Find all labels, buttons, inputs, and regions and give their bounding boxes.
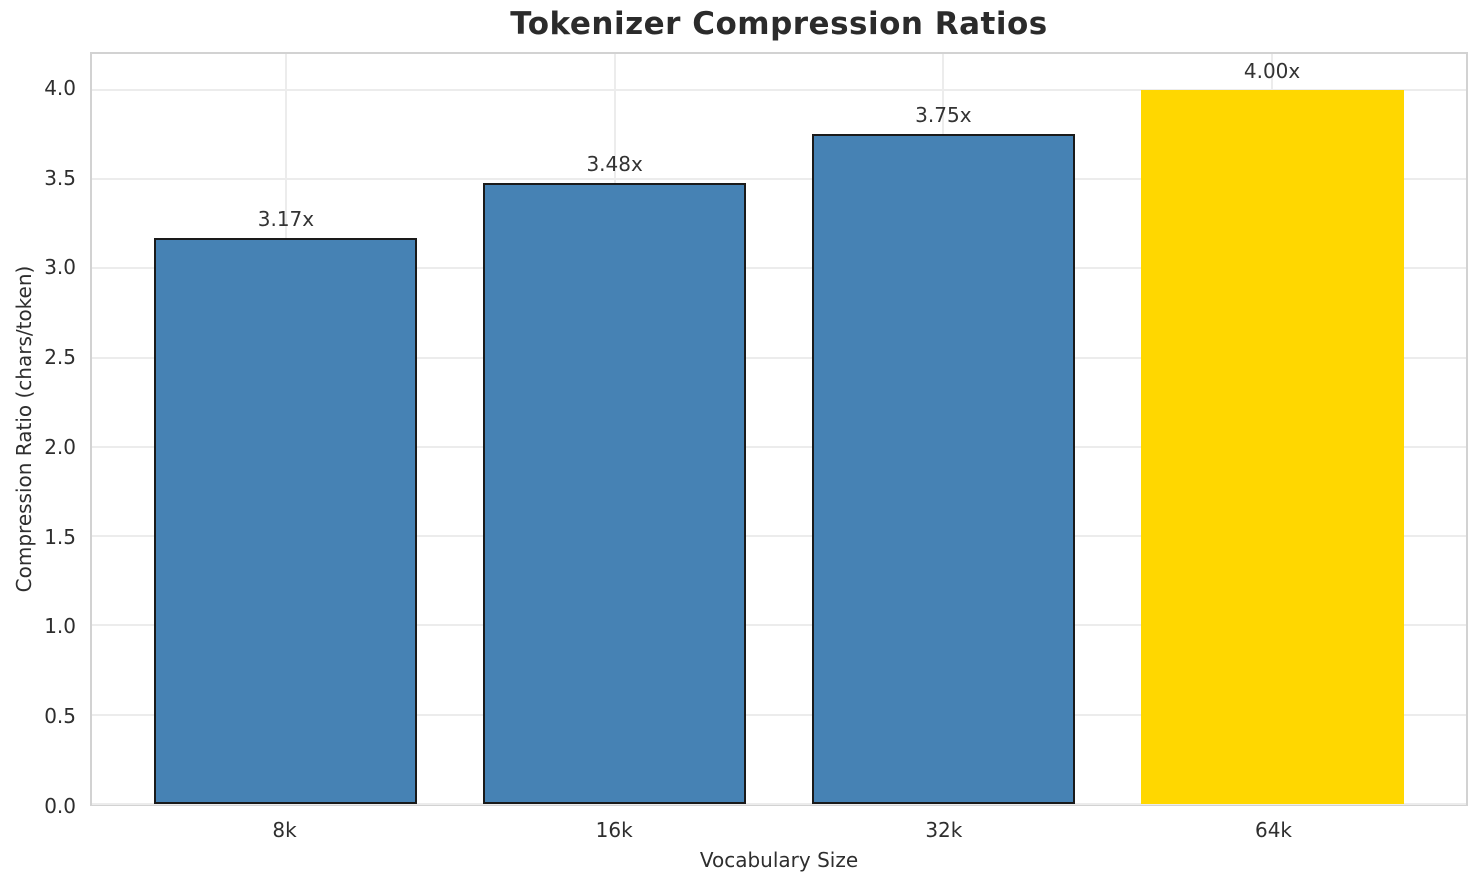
gridline-horizontal — [92, 445, 1466, 448]
y-tick-label: 0.0 — [44, 794, 76, 818]
y-tick-label: 3.5 — [44, 165, 76, 190]
gridline-horizontal — [92, 713, 1466, 716]
chart-title: Tokenizer Compression Ratios — [510, 6, 1048, 42]
bar-16k — [483, 182, 747, 804]
x-tick-label: 64k — [1254, 818, 1292, 842]
plot-area: 3.17x 3.48x 3.75x 4.00x — [90, 52, 1468, 806]
gridline-horizontal — [92, 356, 1466, 359]
gridline-horizontal — [92, 803, 1466, 805]
y-tick-label: 2.0 — [44, 434, 76, 459]
gridline-horizontal — [92, 88, 1466, 91]
gridline-horizontal — [92, 267, 1466, 270]
y-tick-label: 4.0 — [44, 75, 76, 100]
x-axis-label: Vocabulary Size — [699, 848, 859, 872]
y-tick-label: 2.5 — [44, 345, 76, 370]
gridline-horizontal — [92, 624, 1466, 627]
y-axis-ticks: 0.0 0.5 1.0 1.5 2.0 2.5 3.0 3.5 4.0 — [0, 52, 76, 818]
x-tick-label: 32k — [925, 818, 963, 842]
x-axis-ticks: 8k 16k 32k 64k — [90, 818, 1468, 846]
bar-value-label: 3.75x — [915, 103, 972, 128]
y-tick-label: 3.0 — [44, 255, 76, 280]
bar-value-label: 3.17x — [257, 206, 315, 231]
bar-value-label: 4.00x — [1243, 58, 1301, 83]
bar-8k — [154, 237, 418, 804]
y-tick-label: 1.0 — [44, 614, 76, 639]
x-tick-label: 8k — [272, 818, 297, 842]
x-tick-label: 16k — [595, 818, 633, 842]
bar-value-label: 3.48x — [586, 151, 643, 176]
y-tick-label: 0.5 — [44, 704, 76, 729]
y-tick-label: 1.5 — [44, 524, 76, 549]
gridline-horizontal — [92, 178, 1466, 180]
gridline-horizontal — [92, 535, 1466, 538]
bar-64k — [1140, 89, 1404, 804]
bar-32k — [811, 134, 1075, 804]
